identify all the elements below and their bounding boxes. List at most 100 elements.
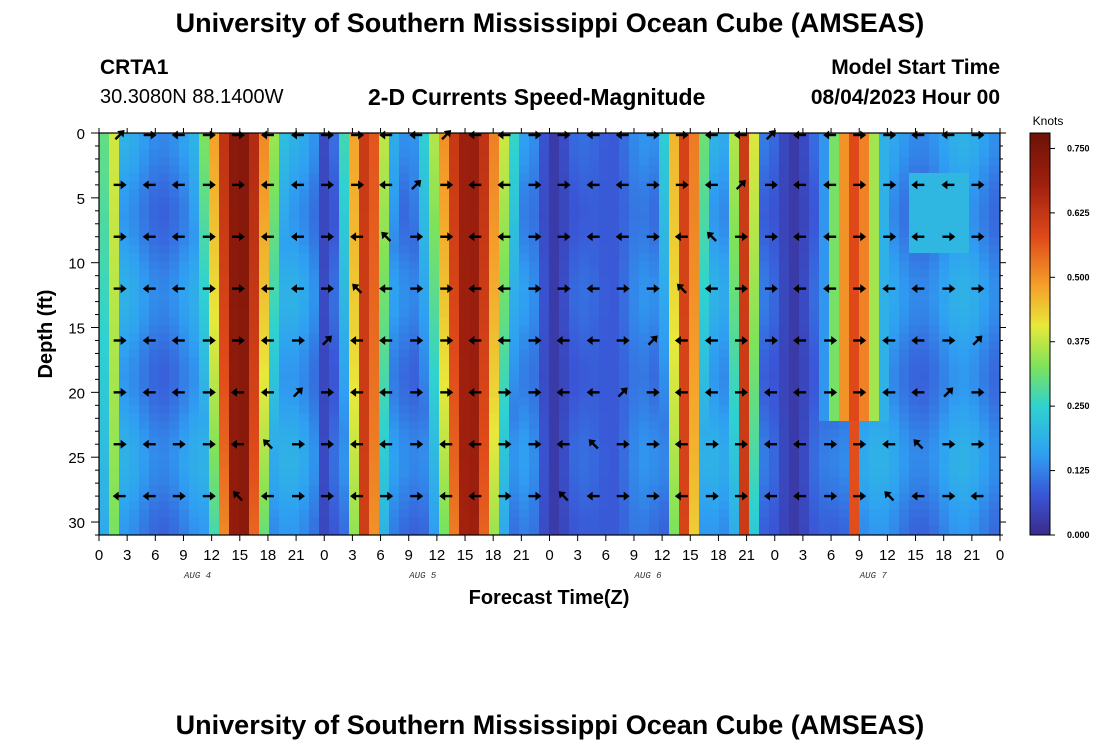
heat-cell [279, 149, 290, 158]
heat-cell [269, 381, 280, 390]
heat-cell [429, 325, 440, 334]
current-arrow [260, 387, 274, 397]
x-tick-label: 18 [260, 547, 277, 564]
heat-cell [569, 485, 580, 494]
current-arrow [971, 232, 985, 242]
heat-cell [419, 181, 430, 190]
heat-cell [179, 341, 190, 350]
heat-cell [719, 381, 730, 390]
heat-cell [589, 501, 600, 510]
heat-cell [589, 365, 600, 374]
heat-cell [329, 205, 340, 214]
heat-cell [389, 149, 400, 158]
heat-cell [849, 453, 860, 462]
current-arrow [704, 284, 718, 294]
heat-cell [889, 373, 900, 382]
current-arrow [468, 439, 482, 449]
heat-cell [949, 477, 960, 486]
heat-cell [979, 517, 990, 526]
heat-cell [629, 165, 640, 174]
heat-cell [309, 261, 320, 270]
heat-cell [779, 293, 790, 302]
heat-cell [429, 485, 440, 494]
heat-cell [399, 285, 410, 294]
heat-cell [919, 157, 930, 166]
heat-cell [739, 149, 750, 158]
heat-cell [749, 317, 760, 326]
heat-cell [279, 397, 290, 406]
heat-cell [729, 277, 740, 286]
heat-cell [949, 237, 960, 246]
heat-cell [849, 397, 860, 406]
heat-cell [789, 261, 800, 270]
current-arrow [292, 387, 303, 398]
heat-cell [679, 317, 690, 326]
heat-cell [619, 349, 630, 358]
heat-cell [179, 165, 190, 174]
heat-cell [689, 373, 700, 382]
heat-cell [269, 365, 280, 374]
heat-cell [669, 261, 680, 270]
heat-cell [969, 397, 980, 406]
heat-cell [469, 173, 480, 182]
heat-cell [489, 229, 500, 238]
heat-cell [759, 197, 770, 206]
heat-cell [929, 445, 940, 454]
heat-cell [759, 525, 770, 534]
heat-cell [379, 453, 390, 462]
current-arrow [704, 335, 718, 345]
heat-cell [539, 453, 550, 462]
heat-cell [629, 485, 640, 494]
heat-cell [719, 333, 730, 342]
heat-cell [159, 181, 170, 190]
heat-cell [989, 253, 1000, 262]
heat-cell [829, 333, 840, 342]
heat-cell [129, 389, 140, 398]
heat-cell [159, 293, 170, 302]
heat-cell [799, 293, 810, 302]
heat-cell [179, 133, 190, 142]
heat-cell [209, 429, 220, 438]
heat-cell [719, 517, 730, 526]
heat-cell [619, 501, 630, 510]
heat-cell [469, 477, 480, 486]
heat-cell [349, 229, 360, 238]
heat-cell [129, 269, 140, 278]
heat-cell [989, 237, 1000, 246]
heat-cell [869, 509, 880, 518]
heat-cell [569, 389, 580, 398]
heat-cell [309, 429, 320, 438]
heat-cell [669, 517, 680, 526]
heat-cell [99, 293, 110, 302]
heat-cell [409, 445, 420, 454]
heat-cell [239, 397, 250, 406]
heat-cell [579, 253, 590, 262]
heat-cell [119, 357, 130, 366]
heat-cell [169, 221, 180, 230]
heat-cell [709, 149, 720, 158]
heat-cell [859, 533, 870, 536]
heat-cell [699, 317, 710, 326]
heat-cell [329, 445, 340, 454]
heat-cell [609, 213, 620, 222]
heat-cell [289, 485, 300, 494]
heat-cell [699, 357, 710, 366]
heat-cell [779, 301, 790, 310]
heat-cell [179, 237, 190, 246]
heat-cell [169, 453, 180, 462]
heat-cell [739, 501, 750, 510]
heat-cell [799, 469, 810, 478]
heat-cell [289, 357, 300, 366]
heat-cell [739, 213, 750, 222]
heat-cell [659, 501, 670, 510]
heat-cell [689, 277, 700, 286]
heat-cell [849, 445, 860, 454]
heat-cell [839, 509, 850, 518]
heat-cell [569, 405, 580, 414]
heat-cell [519, 197, 530, 206]
heat-cell [569, 261, 580, 270]
heat-cell [759, 285, 770, 294]
heat-cell [499, 365, 510, 374]
heat-cell [509, 349, 520, 358]
heat-cell [909, 373, 920, 382]
